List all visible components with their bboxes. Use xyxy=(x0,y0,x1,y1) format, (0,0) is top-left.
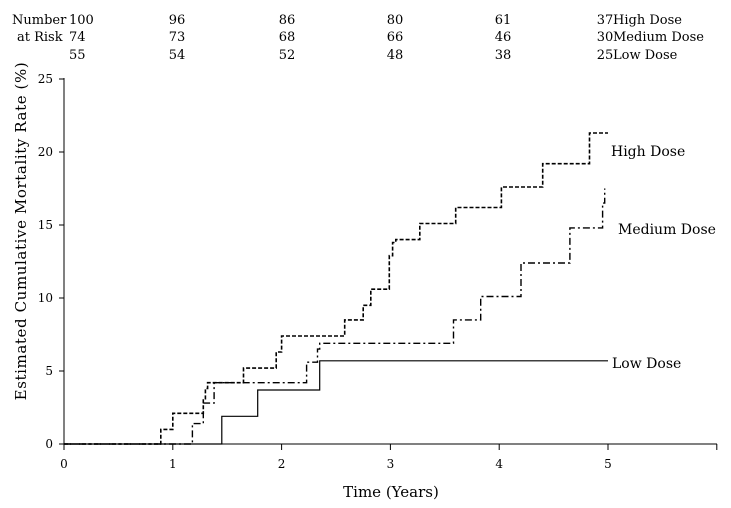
risk-group-name: Low Dose xyxy=(613,48,678,63)
x-tick-label: 4 xyxy=(495,457,503,471)
risk-count: 68 xyxy=(279,30,296,45)
risk-count: 48 xyxy=(387,48,404,63)
risk-table-label-line1: Number xyxy=(12,13,67,28)
risk-count: 74 xyxy=(69,30,86,45)
series-line xyxy=(64,188,606,445)
risk-table-label-line2: at Risk xyxy=(17,30,63,45)
x-axis-ticks: 0 1 2 3 4 5 xyxy=(60,444,718,471)
risk-count: 25 xyxy=(597,48,614,63)
y-tick-label: 5 xyxy=(45,364,53,378)
y-axis-ticks: 0 5 10 15 20 25 xyxy=(38,72,64,451)
series-label: Medium Dose xyxy=(618,222,716,238)
y-tick-label: 10 xyxy=(38,291,53,305)
risk-count: 100 xyxy=(69,13,94,28)
x-tick-label: 2 xyxy=(278,457,286,471)
risk-count: 86 xyxy=(279,13,296,28)
risk-count: 61 xyxy=(495,13,512,28)
series-line xyxy=(64,360,608,445)
risk-count: 54 xyxy=(169,48,186,63)
x-tick-label: 5 xyxy=(604,457,612,471)
series-layer xyxy=(64,132,608,445)
risk-count: 52 xyxy=(279,48,296,63)
x-axis-label: Time (Years) xyxy=(343,483,439,501)
risk-count: 66 xyxy=(387,30,404,45)
y-tick-label: 15 xyxy=(38,218,53,232)
risk-group-name: Medium Dose xyxy=(613,30,704,45)
series-line xyxy=(64,132,608,445)
risk-count: 73 xyxy=(169,30,186,45)
risk-count: 80 xyxy=(387,13,404,28)
risk-count: 30 xyxy=(597,30,614,45)
x-tick-label: 0 xyxy=(60,457,68,471)
risk-count: 38 xyxy=(495,48,512,63)
series-label: High Dose xyxy=(611,144,685,160)
x-tick-label: 3 xyxy=(387,457,395,471)
risk-count: 46 xyxy=(495,30,512,45)
series-label: Low Dose xyxy=(612,356,681,372)
y-axis-label: Estimated Cumulative Mortality Rate (%) xyxy=(12,62,30,401)
x-tick-label: 1 xyxy=(169,457,177,471)
series-labels: High Dose Medium Dose Low Dose xyxy=(611,144,716,372)
risk-count: 55 xyxy=(69,48,86,63)
risk-count: 96 xyxy=(169,13,186,28)
risk-table: 100 96 86 80 61 37 High Dose 74 73 68 66 46 30 Medium… xyxy=(69,13,704,63)
y-tick-label: 25 xyxy=(38,72,53,86)
y-tick-label: 20 xyxy=(38,145,53,159)
y-tick-label: 0 xyxy=(45,437,53,451)
risk-group-name: High Dose xyxy=(613,13,682,28)
risk-count: 37 xyxy=(597,13,614,28)
